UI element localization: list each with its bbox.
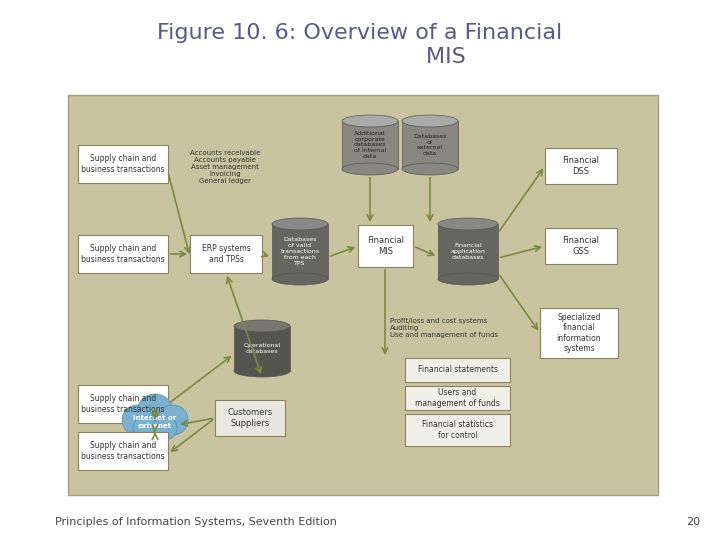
Ellipse shape (438, 218, 498, 230)
Text: 20: 20 (686, 517, 700, 527)
Ellipse shape (402, 115, 458, 127)
Text: Profit/loss and cost systems
Auditing
Use and management of funds: Profit/loss and cost systems Auditing Us… (390, 318, 498, 338)
FancyBboxPatch shape (540, 308, 618, 358)
FancyBboxPatch shape (78, 432, 168, 470)
Ellipse shape (272, 218, 328, 230)
Polygon shape (342, 121, 398, 169)
Text: Financial statistics
for control: Financial statistics for control (422, 420, 493, 440)
Text: Supply chain and
business transactions: Supply chain and business transactions (81, 394, 165, 414)
Text: Financial
GSS: Financial GSS (562, 237, 600, 256)
Ellipse shape (234, 365, 290, 377)
FancyBboxPatch shape (78, 145, 168, 183)
Text: Financial
MIS: Financial MIS (367, 237, 404, 256)
FancyBboxPatch shape (405, 386, 510, 410)
Polygon shape (234, 326, 290, 371)
Text: Supply chain and
business transactions: Supply chain and business transactions (81, 441, 165, 461)
Circle shape (153, 416, 177, 440)
Ellipse shape (234, 320, 290, 332)
FancyBboxPatch shape (68, 95, 658, 495)
FancyBboxPatch shape (545, 228, 617, 264)
Text: Principles of Information Systems, Seventh Edition: Principles of Information Systems, Seven… (55, 517, 337, 527)
Circle shape (143, 416, 167, 440)
FancyBboxPatch shape (358, 225, 413, 267)
Circle shape (133, 416, 157, 440)
FancyBboxPatch shape (190, 235, 262, 273)
FancyBboxPatch shape (405, 358, 510, 382)
Text: Financial statements: Financial statements (418, 366, 498, 375)
FancyBboxPatch shape (78, 235, 168, 273)
Text: Databases
of
external
data: Databases of external data (413, 134, 446, 156)
Text: ERP systems
and TPSs: ERP systems and TPSs (202, 244, 251, 264)
Circle shape (158, 405, 188, 435)
Polygon shape (272, 224, 328, 279)
Text: Supply chain and
business transactions: Supply chain and business transactions (81, 244, 165, 264)
Text: Financial
application
databases: Financial application databases (451, 243, 485, 260)
Ellipse shape (342, 115, 398, 127)
Text: Internet or
extranet: Internet or extranet (133, 415, 176, 429)
Text: Financial
DSS: Financial DSS (562, 156, 600, 176)
Ellipse shape (342, 163, 398, 175)
Text: Databases
of valid
transactions
from each
TPS: Databases of valid transactions from eac… (281, 238, 320, 266)
Text: Specialized
financial
information
systems: Specialized financial information system… (557, 313, 601, 353)
Ellipse shape (272, 273, 328, 285)
Text: Users and
management of funds: Users and management of funds (415, 388, 500, 408)
FancyBboxPatch shape (545, 148, 617, 184)
Polygon shape (438, 224, 498, 279)
Circle shape (122, 405, 152, 435)
Circle shape (137, 394, 173, 430)
Ellipse shape (402, 163, 458, 175)
Ellipse shape (438, 273, 498, 285)
Text: Accounts receivable
Accounts payable
Asset management
Invoicing
General ledger: Accounts receivable Accounts payable Ass… (190, 150, 260, 184)
Text: Figure 10. 6: Overview of a Financial
                        MIS: Figure 10. 6: Overview of a Financial MI… (158, 23, 562, 66)
Text: Customers
Suppliers: Customers Suppliers (228, 408, 273, 428)
Text: Supply chain and
business transactions: Supply chain and business transactions (81, 154, 165, 174)
Polygon shape (402, 121, 458, 169)
FancyBboxPatch shape (405, 414, 510, 446)
Text: Operational
databases: Operational databases (243, 343, 281, 354)
FancyBboxPatch shape (215, 400, 285, 436)
FancyBboxPatch shape (78, 385, 168, 423)
Text: Additional
corporate
databases
of internal
data: Additional corporate databases of intern… (354, 131, 386, 159)
